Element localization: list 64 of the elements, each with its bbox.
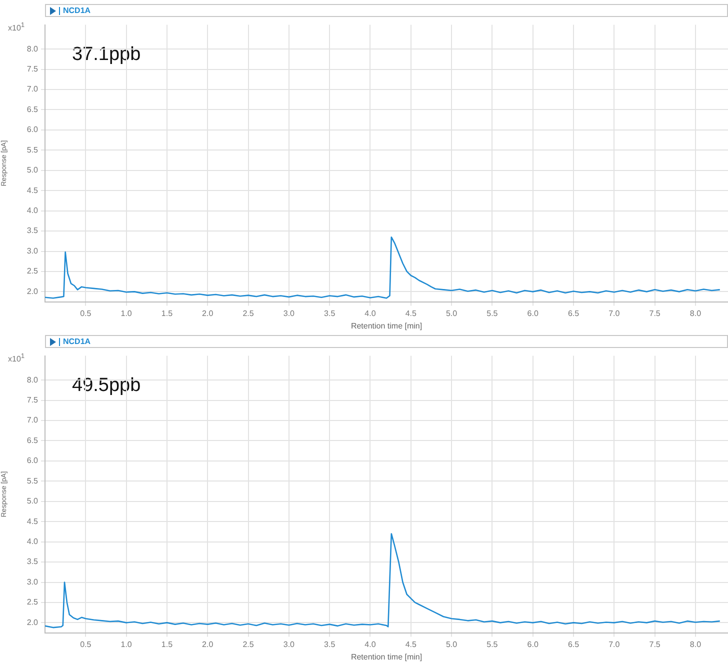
text: x10$^{1}$: [8, 22, 25, 33]
x-tick-label: 4.0: [364, 308, 376, 318]
x-tick-label: 5.0: [446, 640, 458, 649]
y-tick-label: 2.5: [26, 266, 39, 276]
x-tick-label: 3.5: [324, 640, 336, 649]
x-tick-label: 7.5: [649, 640, 661, 649]
y-tick-label: 5.5: [26, 145, 39, 154]
x-tick-label: 3.5: [324, 308, 336, 318]
y-tick-label: 6.0: [26, 456, 39, 466]
x-tick-label: 4.5: [405, 308, 417, 318]
x-tick-label: 2.5: [242, 308, 254, 318]
x-tick-label: 2.0: [202, 640, 214, 649]
y-tick-label: 4.0: [26, 537, 39, 546]
x-tick-label: 5.5: [486, 308, 498, 318]
y-tick-label: 2.5: [26, 598, 39, 607]
x-tick-label: 0.5: [80, 308, 92, 318]
y-tick-label: 3.0: [26, 577, 39, 586]
x-tick-label: 3.0: [283, 308, 296, 318]
x-tick-label: 6.5: [568, 640, 580, 649]
x-tick-label: 0.5: [80, 640, 92, 649]
text: x10$^{1}$: [8, 353, 25, 364]
x-tick-label: 1.5: [161, 308, 174, 318]
x-tick-label: 1.0: [120, 640, 132, 649]
chart-title: NCD1A: [59, 336, 91, 346]
x-tick-label: 8.0: [690, 640, 702, 649]
chart-title: NCD1A: [59, 6, 91, 14]
x-tick-label: 5.5: [486, 640, 498, 649]
x-tick-label: 1.0: [120, 308, 132, 318]
y-tick-label: 4.0: [26, 206, 39, 216]
x-tick-label: 7.0: [608, 308, 620, 318]
y-tick-label: 7.0: [26, 84, 39, 94]
x-tick-label: 4.5: [405, 640, 417, 649]
y-tick-label: 2.0: [26, 286, 39, 296]
y-tick-label: 8.0: [26, 375, 39, 384]
y-tick-label: 5.5: [26, 476, 39, 486]
y-tick-label: 4.5: [26, 516, 39, 526]
x-tick-label: 4.0: [364, 640, 376, 649]
y-tick-label: 4.5: [26, 186, 39, 195]
x-tick-label: 5.0: [446, 308, 458, 318]
x-tick-label: 6.0: [527, 308, 539, 318]
x-tick-label: 2.5: [242, 640, 254, 649]
y-tick-label: 3.0: [26, 246, 39, 256]
y-tick-label: 3.5: [26, 226, 39, 236]
x-tick-label: 8.0: [690, 308, 702, 318]
x-axis-title: Retention time [min]: [350, 652, 422, 662]
x-tick-label: 6.0: [527, 640, 539, 649]
x-tick-label: 2.0: [202, 308, 214, 318]
y-tick-label: 6.5: [26, 436, 39, 445]
y-tick-label: 2.0: [26, 618, 39, 627]
x-tick-label: 3.0: [283, 640, 296, 649]
x-tick-label: 1.5: [161, 640, 174, 649]
y-tick-label: 7.5: [26, 395, 39, 404]
y-tick-label: 5.0: [26, 496, 39, 506]
y-tick-label: 8.0: [26, 44, 39, 54]
x-tick-label: 7.0: [608, 640, 620, 649]
y-tick-label: 5.0: [26, 166, 39, 175]
x-tick-label: 6.5: [568, 308, 580, 318]
x-axis-title: Retention time [min]: [350, 321, 422, 330]
y-tick-label: 7.0: [26, 416, 39, 425]
y-tick-label: 3.5: [26, 557, 39, 566]
y-tick-label: 7.5: [26, 64, 39, 74]
y-tick-label: 6.0: [26, 125, 39, 134]
y-tick-label: 6.5: [26, 104, 39, 114]
x-tick-label: 7.5: [649, 308, 661, 318]
